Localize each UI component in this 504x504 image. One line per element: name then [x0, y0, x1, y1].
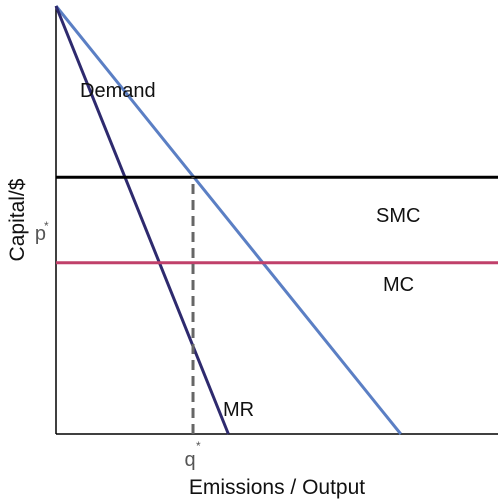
y-axis-title: Capital/$ — [6, 178, 29, 261]
series-label-smc: SMC — [376, 205, 420, 227]
series-label-demand: Demand — [80, 80, 156, 102]
x-axis-title: Emissions / Output — [189, 476, 365, 499]
series-line-mr — [54, 5, 230, 435]
series-label-mr: MR — [223, 399, 254, 421]
series-label-mc: MC — [383, 274, 414, 296]
y-tick-label: p — [35, 223, 46, 245]
x-tick-label: q — [184, 449, 195, 471]
series-layer — [54, 5, 498, 435]
series-line-demand — [54, 5, 402, 435]
y-tick-superscript: * — [44, 219, 49, 233]
x-tick-superscript: * — [196, 439, 201, 453]
